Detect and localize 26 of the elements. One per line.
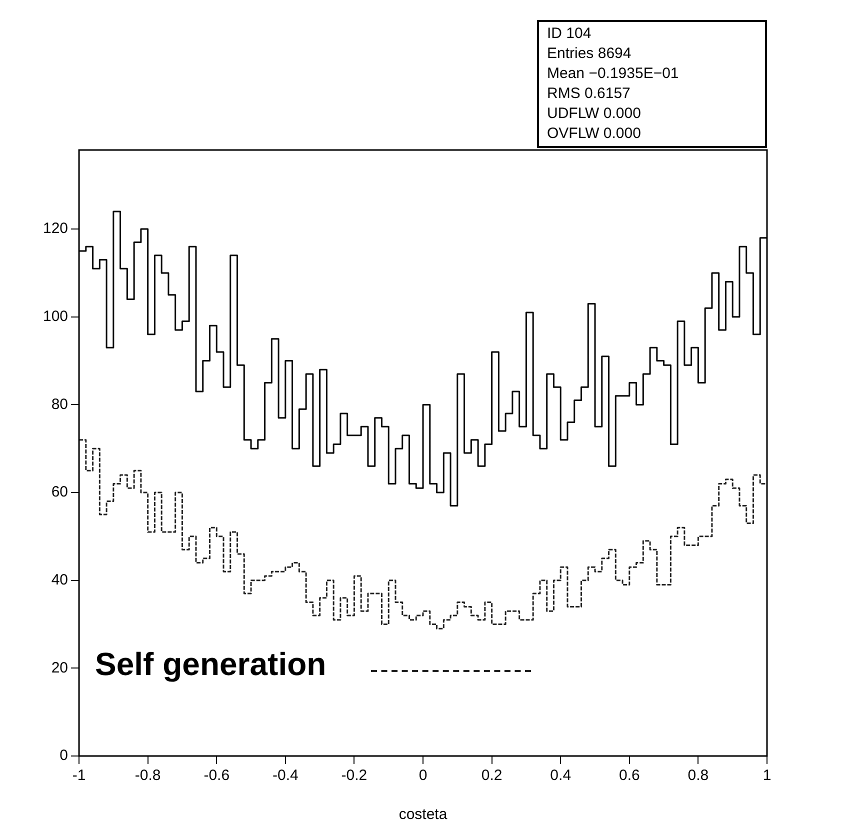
legend-label: Self generation — [95, 646, 326, 683]
y-tick-label: 20 — [51, 659, 68, 676]
x-tick-label: -0.8 — [134, 767, 161, 784]
text: UDFLW 0.000 — [547, 104, 642, 124]
x-tick-label: -0.4 — [272, 767, 298, 784]
y-tick-label: 60 — [51, 484, 68, 501]
x-tick-label: 0.2 — [481, 767, 502, 784]
x-tick-label: 0.8 — [688, 767, 709, 784]
x-tick-label: -0.2 — [341, 767, 368, 784]
x-tick-label: 0.6 — [618, 767, 640, 784]
y-tick-label: 120 — [42, 220, 68, 238]
x-tick-label: 0.4 — [550, 767, 572, 784]
text: Entries 8694 — [547, 44, 632, 64]
x-tick-label: 1 — [762, 767, 772, 784]
y-tick-label: 80 — [51, 396, 68, 413]
y-tick-label: 100 — [42, 308, 68, 326]
y-tick-label: 0 — [60, 747, 68, 764]
x-tick-label: -0.6 — [204, 767, 230, 784]
y-tick-label: 40 — [51, 571, 68, 588]
x-tick-label: -1 — [72, 767, 86, 784]
text: RMS 0.6157 — [547, 84, 632, 104]
text: ID 104 — [547, 24, 592, 44]
text: OVFLW 0.000 — [547, 124, 642, 144]
text: Mean −0.1935E−01 — [547, 64, 680, 84]
x-axis-title: costeta — [398, 806, 448, 824]
x-tick-label: 0 — [418, 767, 428, 784]
